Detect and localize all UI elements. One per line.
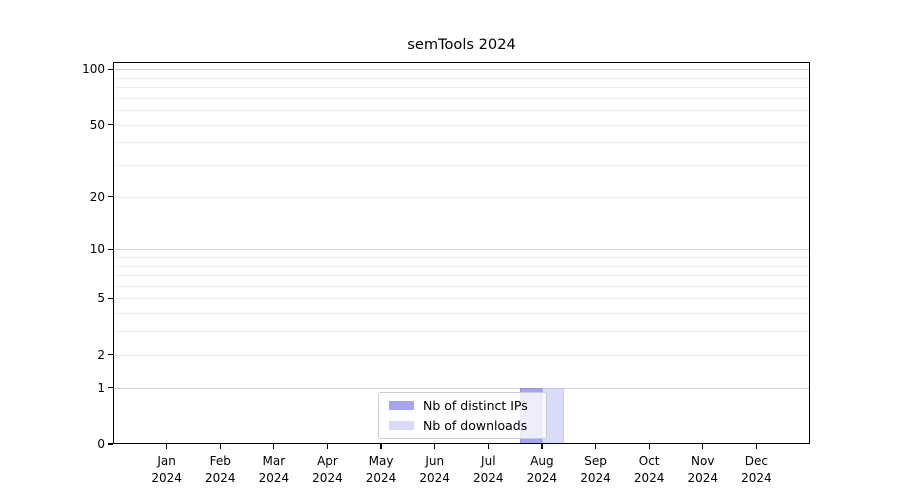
x-tick-label: May 2024: [350, 453, 412, 487]
x-tick-label: Oct 2024: [618, 453, 680, 487]
x-tick-year: 2024: [741, 471, 772, 485]
y-axis-tick: [108, 248, 113, 250]
gridline-major: [113, 387, 810, 389]
chart-title: semTools 2024: [407, 36, 516, 53]
x-tick-label: Jan 2024: [136, 453, 198, 487]
gridline-minor: [113, 331, 810, 333]
y-tick-label: 50: [89, 117, 105, 132]
plot-area: [113, 62, 810, 444]
legend-label-downloads: Nb of downloads: [423, 417, 528, 433]
x-tick-month: Mar: [262, 454, 286, 468]
gridline-minor: [113, 354, 810, 356]
gridline-minor: [113, 265, 810, 267]
x-tick-label: Aug 2024: [511, 453, 573, 487]
x-tick-label: Feb 2024: [189, 453, 251, 487]
x-tick-year: 2024: [258, 471, 290, 485]
x-axis-tick: [487, 444, 489, 449]
y-axis-tick: [108, 354, 113, 356]
x-tick-label: Jun 2024: [404, 453, 466, 487]
y-tick-label: 100: [82, 62, 105, 77]
y-tick-label: 2: [97, 347, 105, 362]
x-tick-month: Jan: [157, 454, 176, 468]
x-tick-year: 2024: [633, 471, 665, 485]
gridline-minor: [113, 165, 810, 167]
x-tick-label: Dec 2024: [725, 453, 787, 487]
y-axis-tick: [108, 443, 113, 445]
y-axis-tick: [108, 196, 113, 198]
x-tick-month: Nov: [691, 454, 715, 468]
gridline-minor: [113, 285, 810, 287]
y-tick-label: 20: [89, 189, 105, 204]
legend-swatch-distinct-ips: [389, 401, 414, 411]
x-tick-year: 2024: [365, 471, 397, 485]
x-axis-tick: [702, 444, 704, 449]
x-axis-tick: [165, 444, 168, 449]
gridline-minor: [113, 87, 810, 89]
y-axis-tick: [108, 387, 113, 389]
x-tick-year: 2024: [151, 471, 182, 485]
gridline-major: [113, 249, 810, 251]
gridline-minor: [113, 97, 810, 99]
x-tick-year: 2024: [473, 471, 504, 485]
x-axis-tick: [434, 444, 436, 449]
x-tick-month: Sep: [584, 454, 607, 468]
y-tick-label: 5: [97, 291, 105, 306]
y-axis-tick: [108, 68, 113, 70]
x-tick-year: 2024: [687, 471, 719, 485]
x-tick-month: Oct: [638, 454, 660, 468]
legend-item-downloads: Nb of downloads: [387, 418, 538, 433]
x-tick-month: Aug: [530, 454, 554, 468]
gridline-minor: [113, 110, 810, 112]
x-axis-tick: [326, 444, 329, 449]
x-tick-label: Nov 2024: [672, 453, 734, 487]
plot-frame: [113, 62, 810, 444]
y-axis-tick: [108, 124, 113, 126]
gridline-major: [113, 69, 810, 71]
x-tick-month: May: [368, 454, 394, 468]
x-tick-month: Feb: [209, 454, 231, 468]
x-tick-year: 2024: [204, 471, 236, 485]
gridline-minor: [113, 275, 810, 277]
x-axis-tick: [273, 444, 275, 449]
gridline-minor: [113, 298, 810, 300]
x-tick-label: Jul 2024: [457, 453, 519, 487]
x-tick-label: Apr 2024: [296, 453, 358, 487]
gridline-minor: [113, 142, 810, 144]
legend: Nb of distinct IPs Nb of downloads: [378, 392, 547, 439]
x-axis-tick: [755, 444, 758, 449]
x-tick-month: Jul: [481, 454, 496, 468]
x-tick-month: Dec: [744, 454, 768, 468]
legend-label-distinct-ips: Nb of distinct IPs: [423, 398, 528, 414]
x-tick-month: Jun: [425, 454, 445, 468]
x-axis-tick: [648, 444, 650, 449]
x-tick-year: 2024: [312, 471, 343, 485]
gridline-minor: [113, 124, 810, 126]
gridline-minor: [113, 196, 810, 198]
x-tick-year: 2024: [419, 471, 450, 485]
x-tick-label: Mar 2024: [243, 453, 305, 487]
x-tick-month: Apr: [317, 454, 338, 468]
x-tick-year: 2024: [526, 471, 558, 485]
x-axis-tick: [541, 444, 543, 449]
gridline-minor: [113, 313, 810, 315]
x-axis-tick: [594, 444, 597, 449]
gridline-minor: [113, 77, 810, 79]
y-tick-label: 0: [97, 437, 105, 451]
x-axis-tick: [219, 444, 221, 449]
y-axis-tick: [108, 297, 113, 300]
x-tick-label: Sep 2024: [565, 453, 627, 487]
legend-item-distinct-ips: Nb of distinct IPs: [387, 398, 538, 413]
x-tick-year: 2024: [580, 471, 611, 485]
x-axis-tick: [380, 444, 382, 449]
y-tick-label: 1: [97, 380, 105, 395]
y-tick-label: 10: [89, 242, 105, 257]
gridline-minor: [113, 257, 810, 258]
legend-swatch-downloads: [389, 420, 414, 430]
